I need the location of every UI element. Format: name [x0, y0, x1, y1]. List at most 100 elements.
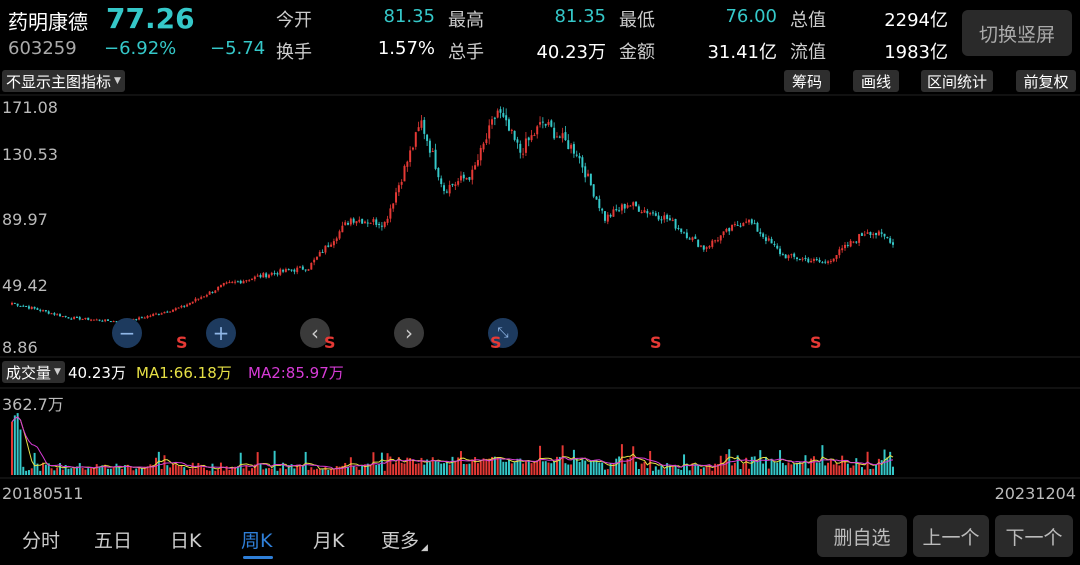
candle: [222, 282, 225, 287]
zoom-in-icon[interactable]: +: [206, 318, 236, 348]
switch-portrait-button[interactable]: 切换竖屏: [962, 10, 1072, 56]
volume-bar: [618, 456, 621, 475]
candle: [265, 272, 268, 279]
volume-bar: [378, 463, 381, 475]
volume-bar: [601, 462, 604, 475]
candle: [67, 316, 70, 319]
candle: [197, 298, 200, 301]
volume-indicator-select[interactable]: 成交量 ▼: [2, 361, 65, 383]
volume-bar: [406, 457, 409, 475]
volume-bar: [764, 456, 767, 475]
quote-label: 换手: [276, 42, 312, 63]
volume-bar: [180, 465, 183, 475]
volume-bar: [595, 460, 598, 475]
volume-bar: [194, 468, 197, 475]
volume-bar: [253, 464, 256, 475]
volume-bar: [50, 468, 53, 475]
candle: [555, 132, 558, 138]
main-indicator-select[interactable]: 不显示主图指标 ▼: [2, 70, 125, 92]
volume-bar: [239, 452, 242, 475]
tool-button-1[interactable]: 画线: [853, 70, 899, 92]
volume-bar: [284, 469, 287, 475]
candle: [95, 318, 98, 321]
volume-bar: [499, 458, 502, 475]
nav-button-0[interactable]: 删自选: [817, 515, 907, 557]
candle: [510, 128, 513, 134]
volume-bar: [781, 462, 784, 475]
tab-0[interactable]: 分时: [22, 530, 61, 552]
volume-bar: [886, 457, 889, 475]
candle: [482, 141, 485, 153]
candle: [332, 238, 335, 249]
volume-bar: [558, 456, 561, 475]
volume-bar: [445, 462, 448, 475]
volume-bar: [807, 468, 810, 475]
tab-2[interactable]: 日K: [170, 530, 202, 552]
tool-button-2[interactable]: 区间统计: [921, 70, 993, 92]
scroll-right-icon[interactable]: ›: [394, 318, 424, 348]
tool-button-3[interactable]: 前复权: [1016, 70, 1076, 92]
volume-bar: [516, 458, 519, 475]
volume-bar: [575, 458, 578, 475]
price-tick-label: 130.53: [2, 145, 58, 164]
tab-3[interactable]: 周K: [241, 530, 273, 552]
candle: [53, 312, 56, 316]
volume-bar: [844, 460, 846, 475]
candle: [417, 121, 420, 132]
volume-bar: [589, 460, 592, 475]
volume-bar: [798, 462, 801, 475]
candle: [784, 254, 787, 259]
volume-bar: [643, 461, 646, 475]
price-tick-label: 49.42: [2, 276, 48, 295]
candle: [711, 239, 714, 249]
volume-bar: [366, 463, 369, 475]
candle: [157, 313, 160, 316]
volume-bar: [863, 469, 866, 475]
candle: [516, 136, 519, 149]
tab-5[interactable]: 更多 ◢: [381, 530, 428, 553]
candle: [872, 232, 875, 239]
candle: [443, 182, 446, 195]
main-indicator-label: 不显示主图指标: [6, 72, 112, 91]
volume-bar: [236, 466, 239, 475]
volume-ma2-line: [11, 416, 894, 470]
tab-4[interactable]: 月K: [313, 530, 345, 552]
candle: [886, 236, 889, 239]
tool-button-0[interactable]: 筹码: [784, 70, 830, 92]
volume-bar: [13, 415, 16, 475]
volume-bar: [615, 458, 618, 475]
scroll-left-icon[interactable]: ‹: [300, 318, 330, 348]
volume-bar: [567, 464, 570, 475]
candle: [459, 171, 462, 184]
volume-bar: [708, 464, 711, 475]
candle: [677, 225, 680, 231]
candle: [451, 183, 454, 187]
nav-button-2[interactable]: 下一个: [995, 515, 1073, 557]
volume-bar: [109, 468, 112, 475]
candle: [262, 272, 265, 278]
volume-bar: [53, 470, 56, 475]
candle: [770, 236, 773, 244]
volume-bar: [273, 450, 276, 475]
volume-bar: [344, 462, 347, 475]
volume-bar: [61, 469, 64, 475]
candle: [355, 221, 358, 226]
volume-bar: [22, 466, 25, 475]
candle: [392, 202, 395, 212]
zoom-out-icon[interactable]: −: [112, 318, 142, 348]
fit-screen-icon[interactable]: ⤡: [488, 318, 518, 348]
candle: [423, 117, 426, 140]
volume-bar: [211, 463, 214, 475]
tab-1[interactable]: 五日: [94, 530, 133, 552]
candle: [750, 218, 753, 226]
volume-bar: [773, 461, 776, 475]
candle: [575, 150, 578, 158]
candle: [635, 201, 638, 207]
candle: [138, 316, 141, 321]
volume-bar: [267, 468, 270, 475]
volume-bar: [157, 451, 160, 475]
nav-button-1[interactable]: 上一个: [913, 515, 989, 557]
volume-bar: [321, 469, 324, 475]
volume-bar: [265, 468, 268, 475]
